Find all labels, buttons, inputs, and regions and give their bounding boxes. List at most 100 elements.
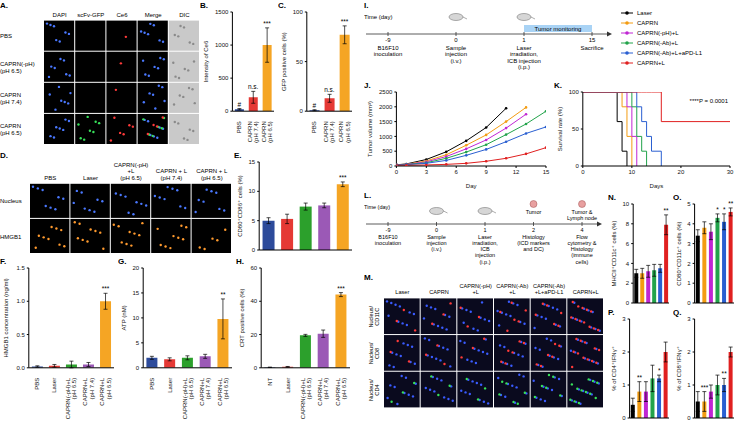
svg-text:0: 0 bbox=[435, 227, 438, 233]
svg-text:E.: E. bbox=[234, 151, 242, 160]
svg-text:1: 1 bbox=[622, 382, 626, 388]
svg-text:CAPRN + L(pH 7.4): CAPRN + L(pH 7.4) bbox=[156, 168, 188, 181]
svg-text:Intensity of Ce6: Intensity of Ce6 bbox=[203, 40, 209, 82]
svg-text:MHCII⁺CD11c⁺ cells (%): MHCII⁺CD11c⁺ cells (%) bbox=[611, 221, 617, 287]
svg-text:CAPRN(-pH)+L: CAPRN(-pH)+L bbox=[460, 283, 492, 295]
svg-text:O.: O. bbox=[673, 193, 681, 202]
svg-text:CAPRN+L(pH 6.5): CAPRN+L(pH 6.5) bbox=[217, 377, 229, 406]
svg-text:Tumor volume (mm³): Tumor volume (mm³) bbox=[367, 101, 373, 157]
svg-text:0.5: 0.5 bbox=[16, 332, 25, 338]
svg-text:15: 15 bbox=[543, 169, 550, 175]
svg-text:1000: 1000 bbox=[215, 42, 229, 48]
svg-text:**: ** bbox=[221, 291, 227, 298]
svg-text:***: *** bbox=[339, 174, 347, 181]
svg-text:5: 5 bbox=[687, 201, 691, 207]
svg-text:GFP positive cells (%): GFP positive cells (%) bbox=[281, 32, 287, 91]
svg-text:0: 0 bbox=[299, 108, 303, 114]
svg-text:CAPRN+L(pH 6.5): CAPRN+L(pH 6.5) bbox=[335, 377, 347, 406]
svg-text:Nucleus/CD11C: Nucleus/CD11C bbox=[368, 305, 380, 327]
svg-text:100: 100 bbox=[569, 89, 580, 95]
svg-text:Nucleus/CD4: Nucleus/CD4 bbox=[368, 379, 380, 401]
svg-text:PBS: PBS bbox=[236, 121, 242, 133]
svg-text:CAPRN(-pH)+L(pH 6.5): CAPRN(-pH)+L(pH 6.5) bbox=[65, 377, 77, 419]
svg-text:Q.: Q. bbox=[673, 308, 681, 317]
svg-text:A.: A. bbox=[0, 1, 8, 10]
svg-text:Histology(ICD markersand DC): Histology(ICD markersand DC) bbox=[517, 234, 550, 252]
svg-text:20: 20 bbox=[251, 332, 258, 338]
svg-text:CAPRN(pH 6.5): CAPRN(pH 6.5) bbox=[261, 121, 273, 143]
svg-text:% of CD8⁺IFNγ⁺: % of CD8⁺IFNγ⁺ bbox=[676, 346, 682, 391]
svg-text:0: 0 bbox=[581, 169, 585, 175]
svg-text:2: 2 bbox=[622, 349, 626, 355]
svg-text:PBS: PBS bbox=[44, 175, 56, 181]
svg-text:F.: F. bbox=[0, 257, 6, 266]
svg-text:Tumor: Tumor bbox=[526, 209, 542, 215]
svg-text:CAPRN(pH 7.4): CAPRN(pH 7.4) bbox=[247, 121, 259, 143]
svg-text:Laserirradiation,ICBinjection(: Laserirradiation,ICBinjection(i.p.) bbox=[472, 234, 498, 264]
svg-text:50: 50 bbox=[572, 126, 579, 132]
svg-text:n.s.: n.s. bbox=[248, 83, 259, 90]
svg-text:CAPRN(-pH)+L(pH 6.5): CAPRN(-pH)+L(pH 6.5) bbox=[114, 162, 149, 181]
svg-text:CAPRN(-pH)(pH 6.5): CAPRN(-pH)(pH 6.5) bbox=[0, 61, 35, 74]
svg-text:0: 0 bbox=[454, 37, 458, 43]
svg-text:15: 15 bbox=[589, 37, 596, 43]
svg-text:P.: P. bbox=[608, 308, 615, 317]
svg-text:**: ** bbox=[722, 370, 728, 377]
svg-text:Day: Day bbox=[466, 183, 477, 189]
svg-text:0: 0 bbox=[136, 365, 140, 371]
svg-text:CRT positive cells (%): CRT positive cells (%) bbox=[239, 289, 245, 348]
svg-text:CAPRN+L(pH 6.5): CAPRN+L(pH 6.5) bbox=[99, 377, 111, 406]
svg-text:n.s.: n.s. bbox=[324, 86, 335, 93]
svg-text:**: ** bbox=[663, 207, 669, 214]
svg-text:3: 3 bbox=[622, 316, 626, 322]
svg-text:Laser: Laser bbox=[51, 378, 57, 393]
svg-text:CAPRN+L: CAPRN+L bbox=[573, 289, 599, 295]
svg-text:DIC: DIC bbox=[179, 12, 190, 18]
svg-text:1: 1 bbox=[522, 37, 526, 43]
svg-text:12: 12 bbox=[513, 169, 520, 175]
svg-text:CAPRN: CAPRN bbox=[429, 289, 449, 295]
svg-text:2500: 2500 bbox=[379, 89, 393, 95]
svg-text:0: 0 bbox=[626, 300, 630, 306]
svg-text:CAPRN(pH 7.4): CAPRN(pH 7.4) bbox=[323, 121, 335, 143]
svg-text:B16F10inoculation: B16F10inoculation bbox=[374, 45, 403, 58]
svg-text:0: 0 bbox=[389, 163, 393, 169]
svg-text:9: 9 bbox=[484, 169, 488, 175]
svg-text:1.5: 1.5 bbox=[16, 265, 25, 271]
svg-text:2000: 2000 bbox=[379, 104, 393, 110]
svg-text:Sampleinjection(i.v.): Sampleinjection(i.v.) bbox=[445, 45, 467, 64]
svg-text:Laser: Laser bbox=[395, 289, 409, 295]
svg-text:Laser: Laser bbox=[285, 378, 291, 393]
svg-text:15: 15 bbox=[133, 290, 140, 296]
svg-text:**: ** bbox=[728, 200, 734, 207]
svg-text:#: # bbox=[313, 102, 317, 109]
svg-text:CAPRN(-Ab)+L: CAPRN(-Ab)+L bbox=[496, 283, 528, 295]
svg-text:#: # bbox=[238, 101, 242, 108]
svg-text:Nucleus: Nucleus bbox=[0, 198, 22, 204]
svg-text:30: 30 bbox=[727, 169, 734, 175]
svg-text:4: 4 bbox=[580, 227, 583, 233]
svg-text:D.: D. bbox=[0, 151, 8, 160]
svg-text:15: 15 bbox=[249, 159, 256, 165]
svg-text:-9: -9 bbox=[386, 227, 391, 233]
svg-text:4: 4 bbox=[626, 261, 630, 267]
svg-text:Ce6: Ce6 bbox=[116, 12, 128, 18]
svg-text:0.0: 0.0 bbox=[16, 365, 25, 371]
svg-text:40: 40 bbox=[251, 298, 258, 304]
svg-text:0: 0 bbox=[254, 365, 258, 371]
svg-text:M.: M. bbox=[364, 273, 373, 282]
svg-text:*: * bbox=[658, 367, 661, 374]
svg-text:10: 10 bbox=[629, 169, 636, 175]
svg-text:1: 1 bbox=[483, 227, 486, 233]
svg-text:20: 20 bbox=[133, 265, 140, 271]
svg-text:PBS: PBS bbox=[0, 33, 12, 39]
svg-text:scFv-GFP: scFv-GFP bbox=[77, 12, 104, 18]
svg-text:CAPRN+L(pH 7.4): CAPRN+L(pH 7.4) bbox=[317, 377, 329, 406]
svg-text:Merge: Merge bbox=[145, 12, 163, 18]
svg-text:***: *** bbox=[263, 20, 271, 27]
svg-text:0: 0 bbox=[687, 300, 691, 306]
svg-text:5: 5 bbox=[252, 218, 256, 224]
svg-text:8: 8 bbox=[626, 221, 630, 227]
svg-text:10: 10 bbox=[249, 188, 256, 194]
svg-text:***: *** bbox=[341, 18, 349, 25]
